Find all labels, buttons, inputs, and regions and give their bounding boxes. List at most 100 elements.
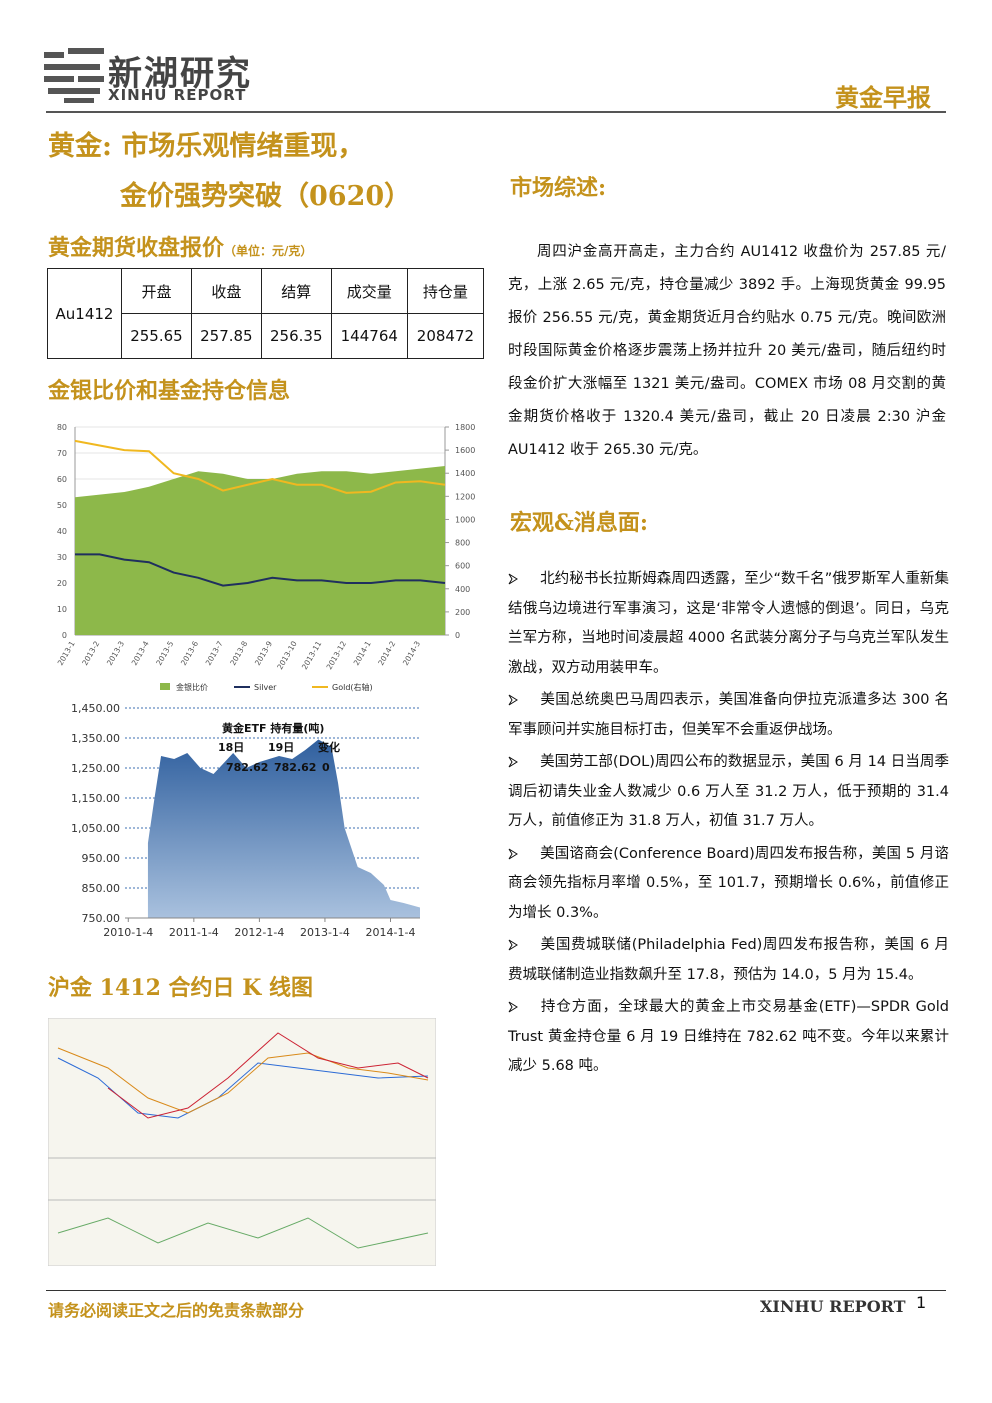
y2-tick-label: 1400: [455, 469, 475, 478]
y2-tick-label: 1600: [455, 446, 475, 455]
annotation-value: 782.62: [274, 761, 316, 774]
footer-rule: [46, 1290, 946, 1291]
y2-tick-label: 600: [455, 562, 470, 571]
y-tick-label: 850.00: [82, 882, 121, 895]
y2-tick-label: 0: [455, 631, 460, 640]
news-text: 美国谘商会(Conference Board)周四发布报告称，美国 5 月谘商会…: [508, 845, 949, 921]
annotation-header: 18日: [218, 741, 244, 754]
x-tick-label: 2012-1-4: [234, 926, 284, 939]
y-tick-label: 50: [57, 501, 67, 510]
cell: 255.65: [121, 313, 192, 359]
x-tick-label: 2010-1-4: [103, 926, 153, 939]
news-text: 美国总统奥巴马周四表示，美国准备向伊拉克派遣多达 300 名军事顾问并实施目标打…: [508, 692, 949, 738]
logo-en: XINHU REPORT: [108, 86, 247, 104]
area: [75, 466, 445, 635]
kline-image: [48, 1018, 436, 1266]
col-header: 收盘: [190, 268, 262, 314]
col-header: 结算: [260, 268, 332, 314]
col-header: 成交量: [330, 268, 408, 314]
col-header: 开盘: [121, 268, 192, 314]
legend-label: Gold(右轴): [332, 682, 373, 692]
quote-table: Au1412 开盘 收盘 结算 成交量 持仓量 255.65 257.85 256.35 14…: [47, 268, 485, 359]
x-tick-label: 2013-9: [253, 639, 274, 667]
y-tick-label: 60: [57, 475, 67, 484]
cell: 144764: [330, 313, 408, 359]
x-tick-label: 2013-11: [300, 639, 324, 671]
col-header: 持仓量: [406, 268, 485, 314]
x-tick-label: 2014-1: [352, 639, 373, 667]
y-tick-label: 20: [57, 579, 67, 588]
y-tick-label: 750.00: [82, 912, 121, 925]
y-tick-label: 10: [57, 605, 67, 614]
legend-label: Silver: [254, 683, 277, 692]
y-tick-label: 1,250.00: [71, 762, 120, 775]
logo-mark: [44, 48, 104, 103]
y-tick-label: 950.00: [82, 852, 121, 865]
x-tick-label: 2013-5: [154, 639, 175, 667]
bullet: [508, 756, 518, 768]
section-heading: 金银比价和基金持仓信息: [48, 378, 291, 404]
cell: 256.35: [260, 313, 332, 359]
area: [147, 739, 420, 918]
section-heading: 沪金 1412 合约日 K 线图: [48, 975, 313, 1001]
news-list: 北约秘书长拉斯姆森周四透露，至少“数千名”俄罗斯军人重新集结俄乌边境进行军事演习…: [508, 565, 949, 1085]
bullet: [508, 848, 518, 859]
y2-tick-label: 1800: [455, 423, 475, 432]
contract: Au1412: [47, 268, 122, 359]
x-tick-label: 2011-1-4: [169, 926, 219, 939]
x-tick-label: 2013-6: [179, 639, 200, 667]
annotation-header: 变化: [318, 740, 340, 754]
x-tick-label: 2013-7: [204, 639, 225, 667]
x-tick-label: 2013-8: [228, 639, 249, 667]
x-tick-label: 2013-12: [325, 639, 349, 671]
line: [75, 553, 446, 587]
page-number: 1: [916, 1293, 927, 1312]
bullet: [508, 573, 518, 585]
annotation-value: 0: [322, 761, 330, 774]
market-text: 周四沪金高开高走，主力合约 AU1412 收盘价为 257.85 元/克，上涨 …: [508, 244, 946, 458]
y2-tick-label: 400: [455, 585, 470, 594]
news-item: 美国总统奥巴马周四表示，美国准备向伊拉克派遣多达 300 名军事顾问并实施目标打…: [508, 686, 949, 745]
x-tick-label: 2013-1-4: [300, 926, 350, 939]
section-heading: 黄金期货收盘报价（单位：元/克）: [48, 230, 312, 262]
x-tick-label: 2013-4: [130, 639, 151, 667]
annotation-header: 19日: [268, 741, 294, 754]
line: [74, 439, 446, 494]
header-rule: [46, 111, 946, 113]
x-tick-label: 2013-3: [105, 639, 126, 667]
section-heading: 市场综述:: [510, 175, 607, 201]
x-tick-label: 2013-2: [80, 639, 101, 667]
heading-text: 黄金期货收盘报价: [48, 235, 225, 261]
y-tick-label: 1,050.00: [71, 822, 120, 835]
bullet: [508, 939, 518, 951]
news-item: 美国劳工部(DOL)周四公布的数据显示，美国 6 月 14 日当周季调后初请失业…: [508, 748, 949, 837]
etf-chart: 750.00 850.00 950.00 1,050.00 1,150.00 1,250.…: [71, 702, 420, 939]
x-tick-label: 2013-10: [275, 639, 299, 671]
y2-tick-label: 200: [455, 608, 470, 617]
y-tick-label: 1,350.00: [71, 732, 120, 745]
news-text: 持仓方面，全球最大的黄金上市交易基金(ETF)—SPDR Gold Trust …: [508, 999, 949, 1074]
news-item: 美国费城联储(Philadelphia Fed)周四发布报告称，美国 6 月费城…: [508, 931, 949, 990]
y-tick-label: 30: [57, 553, 67, 562]
cell: 208472: [406, 313, 485, 359]
news-text: 北约秘书长拉斯姆森周四透露，至少“数千名”俄罗斯军人重新集结俄乌边境进行军事演习…: [508, 571, 949, 676]
section-heading: 宏观&消息面:: [510, 510, 648, 536]
news-item: 美国谘商会(Conference Board)周四发布报告称，美国 5 月谘商会…: [508, 840, 949, 929]
y-tick-label: 80: [57, 423, 67, 432]
report-type: 黄金早报: [835, 83, 931, 112]
x-tick-label: 2013-1: [56, 639, 77, 667]
x-tick-label: 2014-3: [401, 639, 422, 667]
x-tick-label: 2014-1-4: [366, 926, 416, 939]
y2-tick-label: 800: [455, 539, 470, 548]
annotation-title: 黄金ETF 持有量(吨): [222, 721, 324, 735]
news-item: 持仓方面，全球最大的黄金上市交易基金(ETF)—SPDR Gold Trust …: [508, 993, 949, 1082]
y2-tick-label: 1000: [455, 515, 475, 524]
x-tick-label: 2014-2: [376, 639, 397, 667]
unit: （单位：元/克）: [224, 244, 313, 258]
news-text: 美国劳工部(DOL)周四公布的数据显示，美国 6 月 14 日当周季调后初请失业…: [508, 754, 949, 829]
y-tick-label: 1,450.00: [71, 702, 120, 715]
bullet: [508, 694, 518, 706]
news-item: 北约秘书长拉斯姆森周四透露，至少“数千名”俄罗斯军人重新集结俄乌边境进行军事演习…: [508, 565, 949, 683]
news-text: 美国费城联储(Philadelphia Fed)周四发布报告称，美国 6 月费城…: [508, 937, 949, 983]
